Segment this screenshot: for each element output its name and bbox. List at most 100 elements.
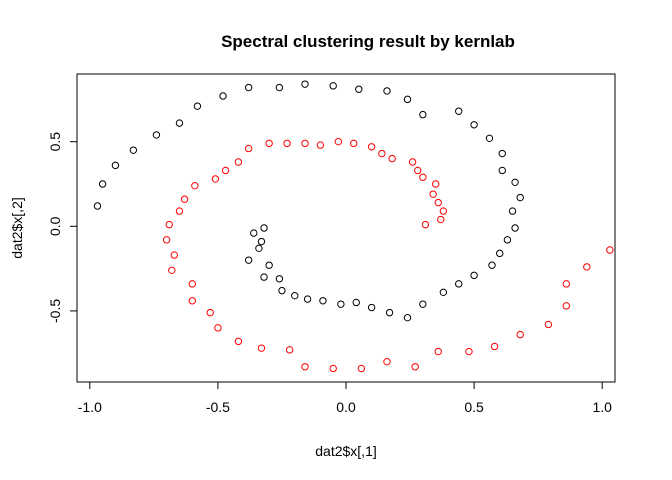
data-point-series-2 [283, 139, 291, 148]
data-point-series-1 [403, 313, 412, 322]
data-point-series-2 [221, 166, 230, 175]
data-point-series-1 [93, 202, 102, 210]
data-point-series-1 [303, 295, 312, 303]
data-point-series-2 [421, 220, 430, 229]
data-point-series-1 [301, 80, 309, 88]
data-point-series-1 [129, 146, 138, 154]
data-point-series-2 [188, 280, 196, 288]
x-tick-label: 0.0 [336, 399, 356, 415]
data-point-series-1 [455, 280, 463, 288]
data-point-series-1 [352, 298, 360, 307]
data-point-series-2 [544, 320, 553, 329]
data-point-series-1 [255, 244, 263, 253]
x-axis: -1.0 -0.5 0.0 0.5 1.0 [78, 381, 612, 415]
data-point-series-2 [257, 344, 266, 352]
data-point-series-2 [349, 139, 358, 148]
data-point-series-1 [385, 308, 394, 317]
y-tick-label: -0.5 [47, 299, 63, 323]
data-point-series-2 [234, 337, 243, 346]
data-point-series-1 [516, 193, 524, 202]
data-point-series-2 [162, 236, 171, 244]
data-point-series-1 [193, 102, 202, 110]
data-point-series-2 [234, 158, 243, 166]
data-point-series-2 [285, 346, 294, 354]
data-point-series-1 [291, 291, 299, 300]
data-point-series-1 [244, 83, 253, 92]
data-point-series-1 [498, 149, 506, 158]
data-point-series-1 [98, 180, 107, 188]
data-point-series-1 [485, 134, 494, 143]
data-point-series-2 [562, 280, 571, 288]
data-point-series-1 [470, 121, 478, 129]
data-point-series-1 [403, 95, 412, 104]
data-point-series-1 [219, 92, 227, 100]
data-points [93, 80, 614, 373]
data-point-series-2 [168, 266, 176, 275]
data-point-series-2 [465, 347, 473, 356]
data-point-series-2 [429, 190, 437, 198]
data-point-series-2 [367, 143, 376, 151]
data-point-series-2 [329, 364, 337, 373]
data-point-series-1 [383, 87, 391, 95]
data-point-series-2 [439, 207, 448, 215]
data-point-series-2 [265, 139, 273, 148]
x-tick-label: -0.5 [206, 399, 230, 415]
data-point-series-2 [516, 330, 524, 339]
data-point-series-2 [419, 173, 427, 181]
chart-title: Spectral clustering result by kernlab [221, 32, 515, 51]
data-point-series-2 [301, 139, 309, 148]
data-point-series-2 [244, 144, 253, 153]
data-point-series-1 [337, 300, 345, 308]
data-point-series-1 [355, 85, 363, 93]
data-point-series-1 [111, 161, 120, 170]
data-point-series-2 [378, 149, 386, 158]
data-point-series-2 [431, 180, 440, 188]
data-point-series-2 [316, 141, 325, 149]
data-point-series-1 [329, 82, 337, 90]
data-point-series-1 [511, 224, 519, 232]
y-tick-label: 0.0 [47, 216, 63, 236]
data-point-series-1 [152, 131, 161, 139]
data-point-series-2 [211, 175, 220, 183]
data-point-series-1 [319, 297, 327, 305]
data-point-series-1 [175, 119, 184, 127]
x-tick-label: 1.0 [592, 399, 612, 415]
data-point-series-1 [488, 261, 496, 269]
data-point-series-1 [278, 286, 286, 295]
data-point-series-2 [388, 154, 396, 163]
y-tick-label: 0.5 [47, 132, 63, 152]
y-axis: -0.5 0.0 0.5 [47, 132, 78, 323]
data-point-series-1 [419, 300, 427, 308]
x-tick-label: -1.0 [78, 399, 102, 415]
data-point-series-1 [260, 273, 268, 281]
data-point-series-1 [275, 83, 284, 92]
data-point-series-1 [498, 166, 506, 175]
data-point-series-1 [419, 110, 427, 119]
data-point-series-1 [511, 178, 519, 187]
data-point-series-2 [606, 246, 614, 254]
data-point-series-1 [275, 275, 284, 283]
data-point-series-2 [490, 342, 499, 351]
data-point-series-2 [334, 137, 343, 146]
data-point-series-1 [257, 237, 266, 246]
data-point-series-2 [180, 195, 189, 203]
data-point-series-2 [408, 158, 417, 166]
data-point-series-2 [414, 166, 422, 175]
data-point-series-2 [434, 347, 442, 356]
data-point-series-2 [175, 207, 184, 215]
data-point-series-2 [165, 220, 173, 229]
data-point-series-1 [503, 236, 512, 244]
data-point-series-2 [383, 357, 391, 366]
data-point-series-2 [357, 364, 366, 373]
data-point-series-2 [434, 198, 442, 207]
data-point-series-2 [437, 215, 445, 224]
data-point-series-1 [250, 229, 258, 237]
data-point-series-2 [191, 181, 199, 190]
data-point-series-1 [508, 207, 517, 215]
data-point-series-2 [206, 308, 214, 317]
data-point-series-2 [214, 324, 222, 332]
data-point-series-1 [439, 288, 448, 297]
data-point-series-2 [562, 302, 571, 310]
data-point-series-2 [170, 251, 179, 259]
